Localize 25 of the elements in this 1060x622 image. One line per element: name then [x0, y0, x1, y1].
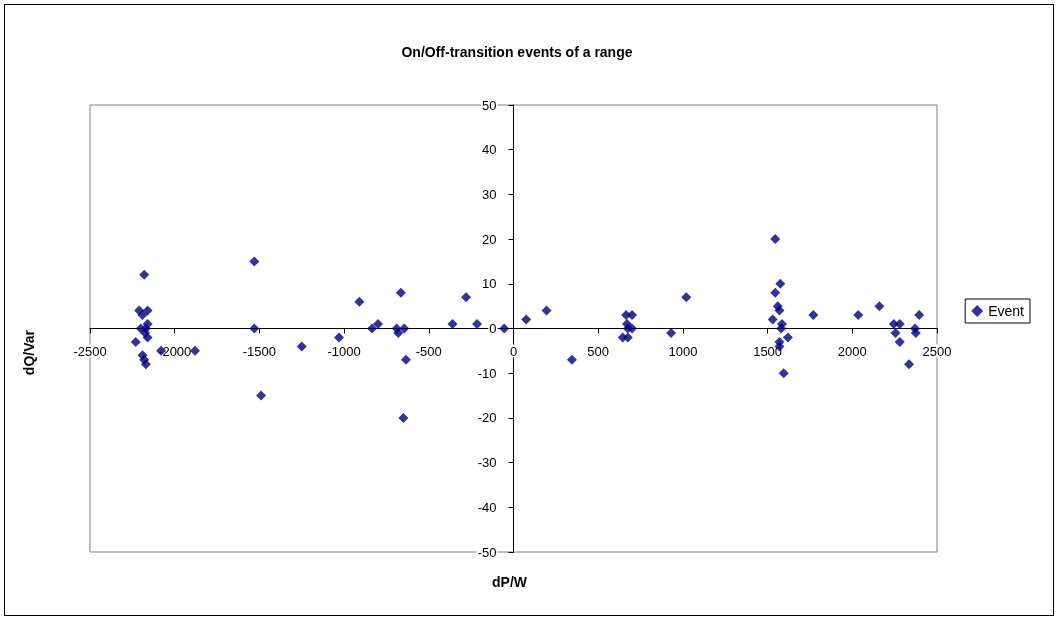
x-tick-label: 1500 [753, 343, 783, 359]
x-tick-label: 0 [509, 343, 518, 359]
x-tick-label: 1000 [668, 343, 698, 359]
chart-title: On/Off-transition events of a range [401, 44, 633, 60]
y-axis-title: dQ/Var [21, 329, 37, 376]
x-tick-label: -500 [415, 343, 442, 359]
y-tick-label: 20 [482, 231, 497, 247]
x-tick-label: 2500 [922, 343, 952, 359]
y-tick-label: -30 [477, 455, 497, 471]
y-tick-label: -20 [477, 410, 497, 426]
y-tick-label: -10 [477, 365, 497, 381]
x-tick-label: 500 [587, 343, 610, 359]
x-tick-label: -1500 [242, 343, 277, 359]
y-tick-label: -50 [477, 544, 497, 560]
y-tick-label: 50 [482, 97, 497, 113]
y-tick-label: 10 [482, 276, 497, 292]
x-tick-label: -1000 [327, 343, 361, 359]
legend-label: Event [988, 303, 1025, 319]
y-tick-label: 30 [482, 186, 497, 202]
y-tick-label: -40 [477, 499, 497, 515]
x-tick-label: 2000 [837, 343, 867, 359]
x-tick-label: -2500 [73, 343, 107, 359]
y-tick-label: 40 [482, 142, 497, 158]
y-tick-label: 0 [489, 321, 497, 336]
x-axis-title: dP/W [492, 574, 528, 590]
